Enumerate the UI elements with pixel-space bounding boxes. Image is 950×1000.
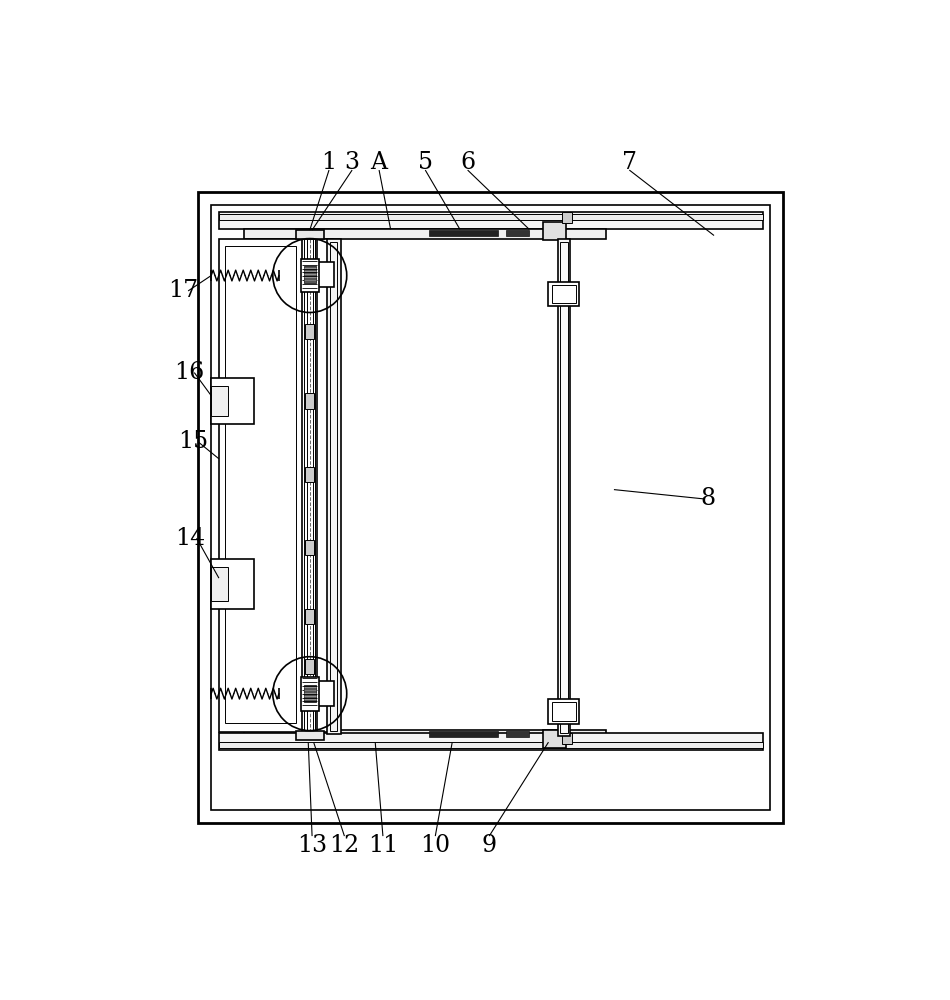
Text: 16: 16 (174, 361, 204, 384)
Text: 5: 5 (418, 151, 433, 174)
Bar (305, 393, 314, 409)
Bar (317, 681, 334, 706)
Bar (211, 559, 254, 609)
Text: 7: 7 (622, 151, 636, 174)
Bar (225, 246, 295, 723)
Bar (561, 733, 572, 744)
Bar (543, 730, 566, 748)
Bar (244, 229, 606, 239)
Bar (211, 567, 228, 601)
Bar (548, 282, 580, 306)
Bar (429, 230, 499, 236)
Bar (218, 212, 763, 229)
Text: 10: 10 (420, 834, 450, 857)
Bar (506, 230, 529, 236)
Bar (211, 378, 254, 424)
Text: 8: 8 (700, 487, 715, 510)
Bar (305, 466, 314, 482)
Bar (295, 230, 324, 239)
Text: A: A (370, 151, 388, 174)
Bar (429, 731, 499, 737)
Bar (300, 677, 319, 711)
Text: 17: 17 (167, 279, 198, 302)
Text: 9: 9 (482, 834, 497, 857)
Bar (327, 239, 341, 734)
Bar (317, 262, 334, 287)
Bar (199, 192, 784, 823)
Bar (307, 237, 313, 731)
Bar (218, 742, 763, 748)
Bar (295, 731, 324, 740)
Text: 6: 6 (460, 151, 475, 174)
Bar (543, 222, 566, 240)
Bar (558, 239, 570, 736)
Bar (218, 239, 332, 732)
Text: 15: 15 (178, 430, 208, 453)
Bar (304, 266, 316, 283)
Bar (244, 730, 606, 739)
Bar (560, 242, 568, 733)
Text: 12: 12 (330, 834, 359, 857)
Bar (548, 699, 580, 724)
Bar (304, 685, 316, 702)
Bar (218, 214, 763, 220)
Bar (305, 659, 314, 674)
Text: 3: 3 (345, 151, 360, 174)
Text: 14: 14 (176, 527, 205, 550)
Bar (552, 285, 577, 303)
Bar (304, 237, 315, 731)
Bar (305, 540, 314, 555)
Bar (552, 702, 577, 721)
Bar (561, 212, 572, 223)
Text: 13: 13 (297, 834, 327, 857)
Text: 11: 11 (368, 834, 398, 857)
Bar (305, 609, 314, 624)
Text: 1: 1 (321, 151, 336, 174)
Bar (218, 733, 763, 750)
Bar (211, 386, 228, 416)
Bar (506, 731, 529, 737)
Bar (330, 242, 337, 731)
Bar (211, 205, 770, 810)
Bar (302, 234, 317, 734)
Bar (305, 324, 314, 339)
Bar (300, 259, 319, 292)
